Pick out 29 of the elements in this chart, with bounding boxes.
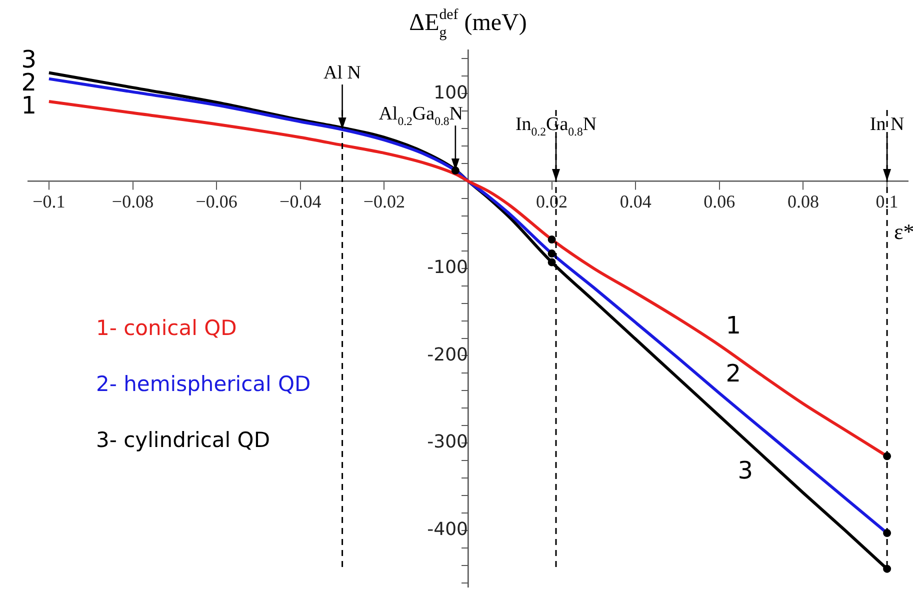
point: [548, 236, 556, 244]
annotation: Al N: [324, 62, 362, 84]
x-tick-label: −0.04: [280, 192, 322, 212]
y-tick-label: -200: [427, 344, 468, 366]
x-tick-label: −0.08: [112, 192, 154, 212]
x-tick-label: 0.1: [876, 192, 898, 212]
annotation: In N: [870, 114, 904, 136]
y-tick-label: -300: [427, 432, 468, 453]
point: [548, 258, 556, 266]
text: 1- conical QD: [96, 315, 238, 342]
x-tick-label: 0.06: [704, 192, 736, 212]
point: [548, 250, 556, 258]
x-axis-title: ε*: [894, 218, 913, 244]
y-tick-label: 100: [434, 82, 468, 104]
x-tick-label: −0.02: [363, 192, 406, 212]
point: [451, 166, 460, 175]
text: 3- cylindrical QD: [96, 427, 271, 454]
x-tick-label: 0.02: [536, 192, 568, 212]
x-tick-label: 0.04: [620, 192, 652, 212]
y-tick-label: -400: [427, 519, 468, 540]
point: [883, 564, 892, 573]
x-tick-label: −0.06: [196, 192, 238, 212]
y-tick-label: -100: [427, 257, 468, 278]
text: 2- hemispherical QD: [96, 371, 311, 398]
x-tick-label: 0.08: [787, 192, 819, 212]
annotation: 3: [738, 456, 753, 485]
x-tick-label: −0.1: [32, 192, 66, 212]
annotation: 1: [726, 311, 742, 340]
annotation: 2: [726, 360, 742, 388]
